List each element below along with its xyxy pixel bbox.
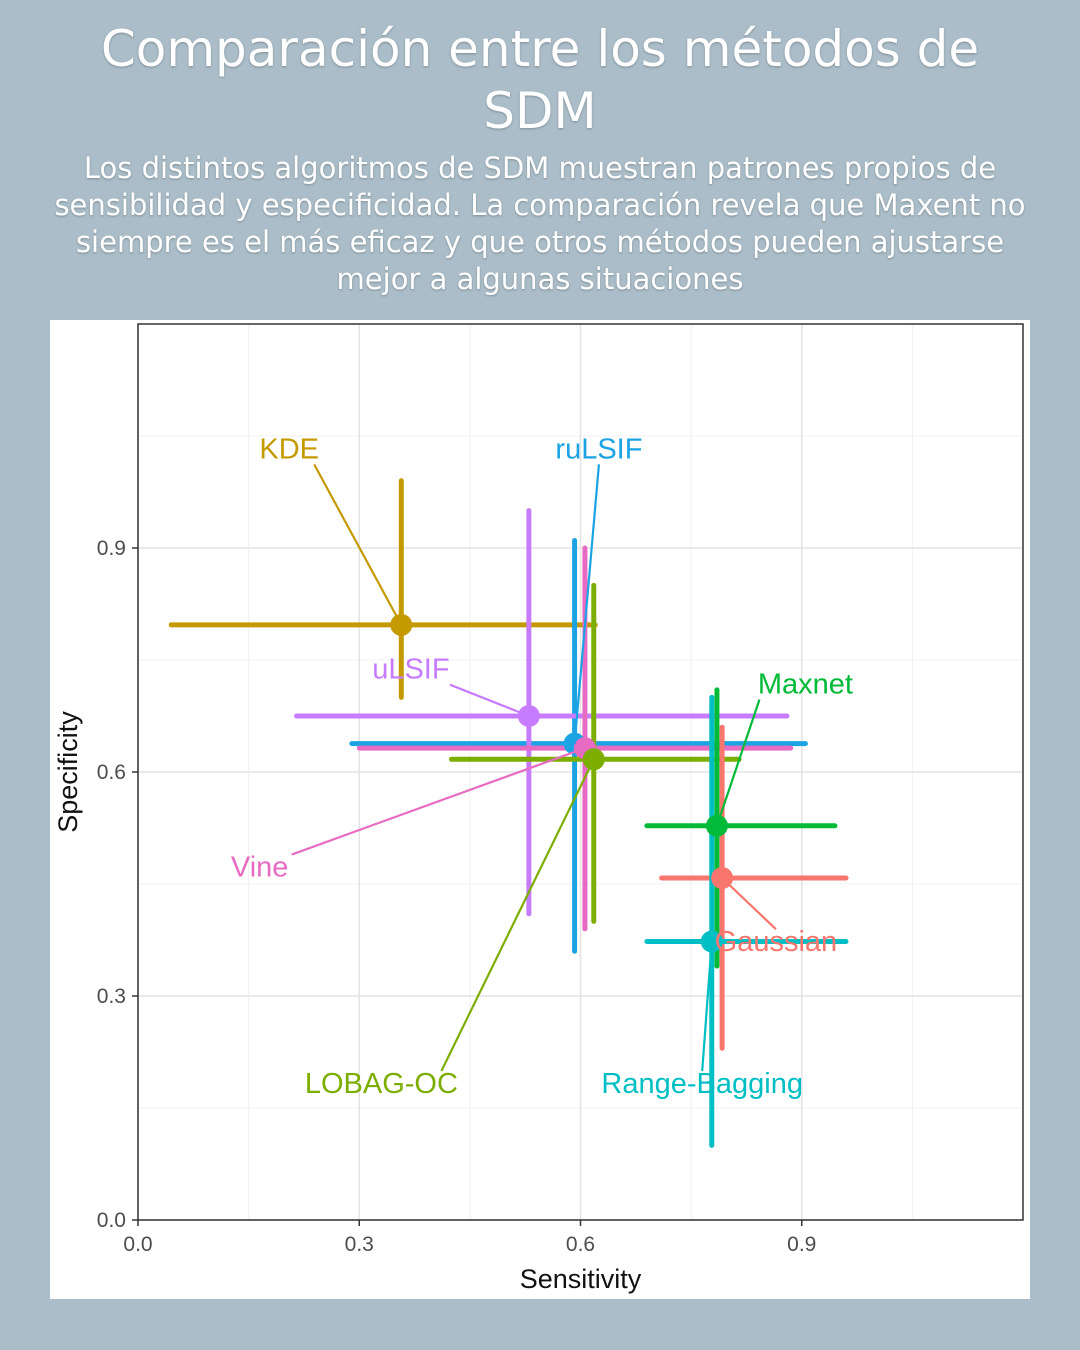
x-tick-label: 0.0 [123, 1233, 152, 1256]
label-leader-line [291, 747, 586, 856]
y-tick-label: 0.9 [97, 537, 126, 560]
label-leader-line [440, 758, 595, 1072]
scatter-chart: 0.00.0 0.3 0.3 0.6 0.6 0.9 0.9 Sensitivity Speci… [53, 323, 1024, 1294]
chart-panel: 0.0 0.0 0.3 0.3 0.6 0.6 0.9 0.9 Sensitivity Speci… [50, 320, 1030, 1299]
label-leader-line [715, 699, 761, 827]
page-title: Comparación entre los métodos de SDM [100, 20, 980, 140]
series-label: ruLSIF [555, 433, 642, 465]
series-label: Vine [231, 852, 289, 884]
plot-border [137, 323, 1024, 1221]
series-label: Gaussian [715, 926, 838, 958]
series-label: LOBAG-OC [305, 1068, 458, 1100]
label-leader-line [449, 683, 530, 718]
label-leader-line [573, 464, 601, 744]
series-label: Maxnet [758, 669, 853, 701]
y-tick-label: 0.6 [97, 761, 126, 784]
label-leader-line [721, 877, 777, 930]
x-tick-label: 0.3 [345, 1233, 374, 1256]
label-leader-line [701, 941, 713, 1072]
y-tick-label: 0.3 [97, 985, 126, 1008]
header: Comparación entre los métodos de SDM Los… [40, 18, 1040, 298]
page-subtitle: Los distintos algoritmos de SDM muestran… [54, 151, 1026, 296]
series-label: uLSIF [372, 654, 449, 686]
x-tick-label: 0.6 [566, 1233, 595, 1256]
data-point [582, 748, 605, 771]
series-label: Range-Bagging [601, 1068, 803, 1100]
label-leader-line [313, 463, 403, 626]
y-axis-label: Specificity [53, 711, 83, 833]
series-label: KDE [259, 433, 319, 465]
x-axis-label: Sensitivity [520, 1264, 642, 1294]
x-tick-label: 0.9 [787, 1233, 816, 1256]
y-tick-label: 0.0 [97, 1209, 126, 1232]
